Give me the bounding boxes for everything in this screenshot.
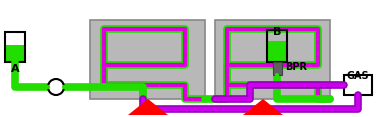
- Circle shape: [48, 79, 64, 95]
- Polygon shape: [128, 99, 168, 115]
- Polygon shape: [243, 99, 283, 115]
- Text: A: A: [11, 64, 19, 74]
- Text: GAS: GAS: [347, 71, 369, 81]
- Bar: [215, 20, 330, 99]
- Bar: [6, 45, 24, 61]
- Bar: [273, 62, 282, 75]
- Bar: [267, 30, 287, 62]
- Bar: [268, 41, 286, 61]
- Bar: [90, 20, 205, 99]
- Bar: [5, 32, 25, 62]
- Text: BPR: BPR: [285, 62, 307, 72]
- Text: B: B: [273, 27, 281, 37]
- Bar: [344, 75, 372, 95]
